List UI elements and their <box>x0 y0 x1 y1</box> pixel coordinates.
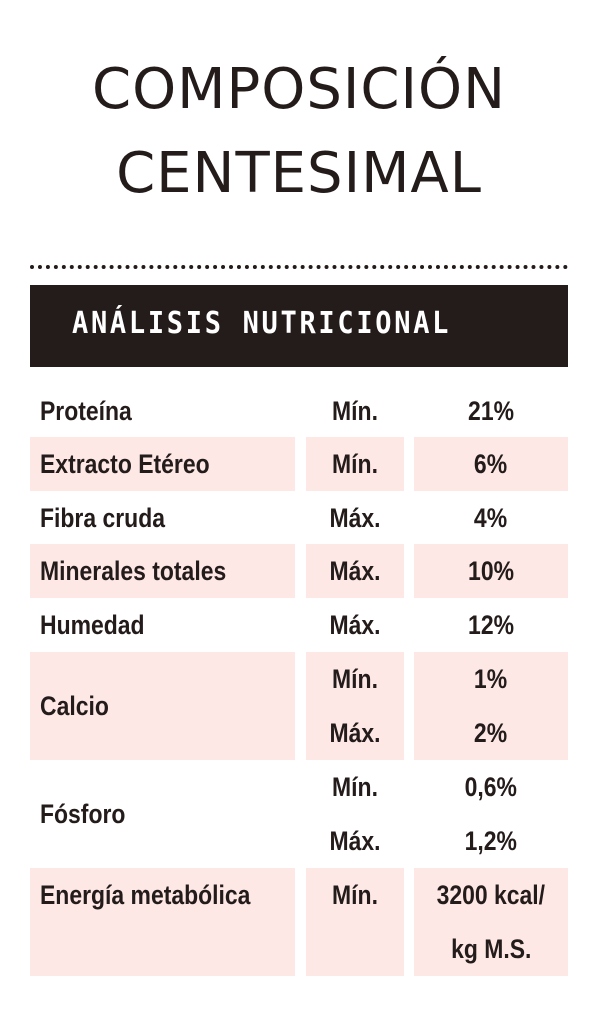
limit-max: Máx. <box>329 718 381 748</box>
title-line-1: COMPOSICIÓN <box>92 57 506 122</box>
nutrient-name: Fibra cruda <box>40 502 165 533</box>
nutrient-value: 0,6% 1,2% <box>414 760 568 868</box>
nutrient-name: Humedad <box>40 609 145 640</box>
limit-max: Máx. <box>329 826 381 856</box>
nutrient-value: 12% <box>468 609 514 640</box>
section-heading: ANÁLISIS NUTRICIONAL <box>72 306 452 341</box>
nutrient-limit: Máx. <box>329 609 381 640</box>
nutrient-value: 21% <box>468 395 514 426</box>
nutrient-value: 1% 2% <box>414 652 568 760</box>
value-line-2: kg M.S. <box>450 934 532 964</box>
section-header-band: ANÁLISIS NUTRICIONAL <box>30 285 568 367</box>
value-max: 2% <box>474 718 508 748</box>
limit-min: Mín. <box>332 772 378 802</box>
nutrient-value: 3200 kcal/ kg M.S. <box>414 868 568 976</box>
nutrient-limit: Mín. Máx. <box>306 760 404 868</box>
nutrient-limit: Mín. <box>332 395 378 426</box>
nutrient-name: Calcio <box>30 652 295 760</box>
nutrient-limit: Máx. <box>306 544 404 598</box>
title-line-2: CENTESIMAL <box>116 141 482 206</box>
nutrient-name: Energía metabólica <box>30 868 295 976</box>
nutrient-name: Extracto Etéreo <box>30 437 295 491</box>
nutrient-limit: Mín. <box>306 868 404 976</box>
nutrient-name: Proteína <box>40 395 132 426</box>
limit-min: Mín. <box>332 664 378 694</box>
nutrient-value: 6% <box>414 437 568 491</box>
value-line-1: 3200 kcal/ <box>436 880 546 910</box>
value-max: 1,2% <box>464 826 518 856</box>
dotted-divider <box>30 265 568 269</box>
value-min: 0,6% <box>464 772 518 802</box>
nutrient-name: Minerales totales <box>30 544 295 598</box>
nutrient-value: 4% <box>474 502 508 533</box>
nutrient-value: 10% <box>414 544 568 598</box>
nutrient-name: Fósforo <box>40 798 126 829</box>
nutrient-limit: Máx. <box>329 502 381 533</box>
nutrient-limit: Mín. <box>306 437 404 491</box>
value-min: 1% <box>474 664 508 694</box>
nutrient-limit: Mín. Máx. <box>306 652 404 760</box>
